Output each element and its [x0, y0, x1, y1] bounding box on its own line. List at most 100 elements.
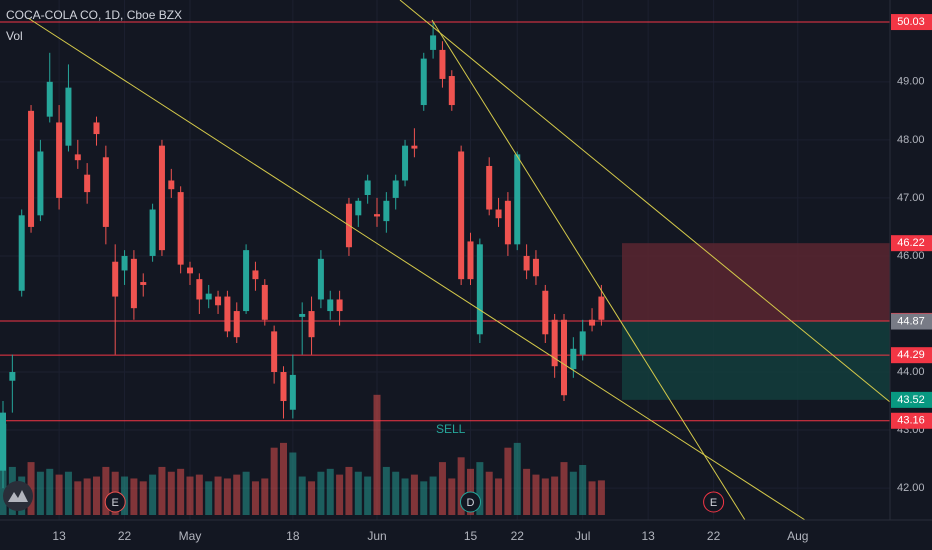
volume-bar [345, 466, 353, 515]
price-label: 44.29 [897, 349, 925, 361]
candle-body [392, 180, 399, 198]
event-marker [703, 491, 725, 513]
volume-title: Vol [6, 29, 23, 43]
volume-bar [130, 478, 138, 515]
volume-bar [270, 447, 278, 515]
candle-body [542, 290, 549, 335]
logo[interactable] [3, 481, 33, 511]
volume-bar [205, 481, 213, 515]
event-marker [104, 491, 126, 513]
candle-body [196, 279, 203, 300]
candle-body [289, 374, 296, 410]
price-label-box [891, 14, 932, 31]
candle-body [430, 35, 437, 50]
candle-body [93, 122, 100, 135]
x-tick-label: 13 [52, 529, 66, 543]
price-label-box [891, 412, 932, 429]
price-axis [890, 0, 932, 520]
candle-body [158, 145, 165, 251]
logo-icon[interactable] [8, 490, 28, 502]
candle-body [112, 261, 119, 297]
volume-bar [597, 480, 605, 515]
volume-bar [223, 478, 231, 515]
candle-body [149, 209, 156, 256]
trend-line [431, 19, 746, 521]
y-tick-label: 49.00 [897, 76, 925, 88]
candle-body [317, 258, 324, 300]
volume-bar [401, 478, 409, 515]
price-label-box [891, 313, 932, 330]
volume-bar [523, 468, 531, 515]
candle-body [102, 157, 109, 227]
candle-body [187, 267, 193, 274]
candle-body [327, 299, 334, 312]
volume-bar [233, 474, 241, 515]
price-label: 44.87 [897, 315, 925, 327]
zone [622, 320, 890, 400]
event-marker [460, 491, 481, 513]
volume-bar [392, 471, 400, 515]
volume-bar [448, 478, 456, 515]
volume-bar [579, 465, 587, 515]
event-label: E [112, 497, 119, 509]
candle-body [130, 258, 137, 309]
candle-body [364, 180, 371, 195]
candle-body [224, 296, 231, 332]
volume-bar [541, 478, 549, 515]
candle-body [374, 214, 380, 217]
volume-bar [289, 452, 297, 515]
volume-bar [513, 442, 521, 515]
x-tick-label: Jul [575, 529, 590, 543]
volume-bar [457, 457, 465, 515]
candles [0, 22, 605, 489]
candle-body [261, 284, 268, 320]
candle-body [467, 241, 474, 280]
candle-body [37, 151, 44, 216]
candle-body [299, 313, 306, 317]
volume-bar [167, 471, 175, 515]
volume-bar [317, 471, 325, 515]
price-label: 50.03 [897, 16, 925, 28]
price-label-box [891, 347, 932, 364]
y-tick-label: 44.00 [897, 366, 925, 378]
y-tick-label: 46.00 [897, 250, 925, 262]
trend-lines [27, 0, 891, 521]
candle-body [514, 154, 521, 245]
volume-bar [64, 471, 72, 515]
candle-body [280, 372, 287, 402]
volume-bar [336, 474, 344, 515]
candle-body [411, 145, 418, 149]
candle-body [561, 319, 567, 396]
volume-bar [485, 471, 493, 515]
volume-bar [364, 476, 372, 515]
volume-bar [46, 468, 54, 515]
y-tick-label: 42.00 [897, 482, 925, 494]
candle-body [383, 200, 390, 222]
volume-bar [102, 466, 110, 515]
x-tick-label: 22 [118, 529, 132, 543]
x-tick-label: 18 [286, 529, 300, 543]
volume-bar [308, 481, 316, 515]
candle-body [551, 319, 558, 367]
volume-bar [55, 474, 63, 515]
price-label: 46.22 [897, 237, 925, 249]
volume-bar [158, 466, 166, 515]
candle-body [121, 255, 128, 271]
price-label-box [891, 391, 932, 408]
candle-body [589, 319, 596, 326]
zones [622, 243, 890, 400]
logo-circle[interactable] [3, 481, 33, 511]
x-tick-label: 22 [511, 529, 525, 543]
candle-body [28, 110, 35, 227]
price-label: 43.16 [897, 415, 925, 427]
volume-bar [551, 476, 559, 515]
candle-body [458, 151, 465, 280]
volume-bar [36, 471, 44, 515]
candle-body [18, 215, 25, 291]
volume-bar [149, 474, 157, 515]
volume-bar [429, 476, 437, 515]
volume-bar [139, 481, 147, 515]
event-label: E [710, 497, 717, 509]
